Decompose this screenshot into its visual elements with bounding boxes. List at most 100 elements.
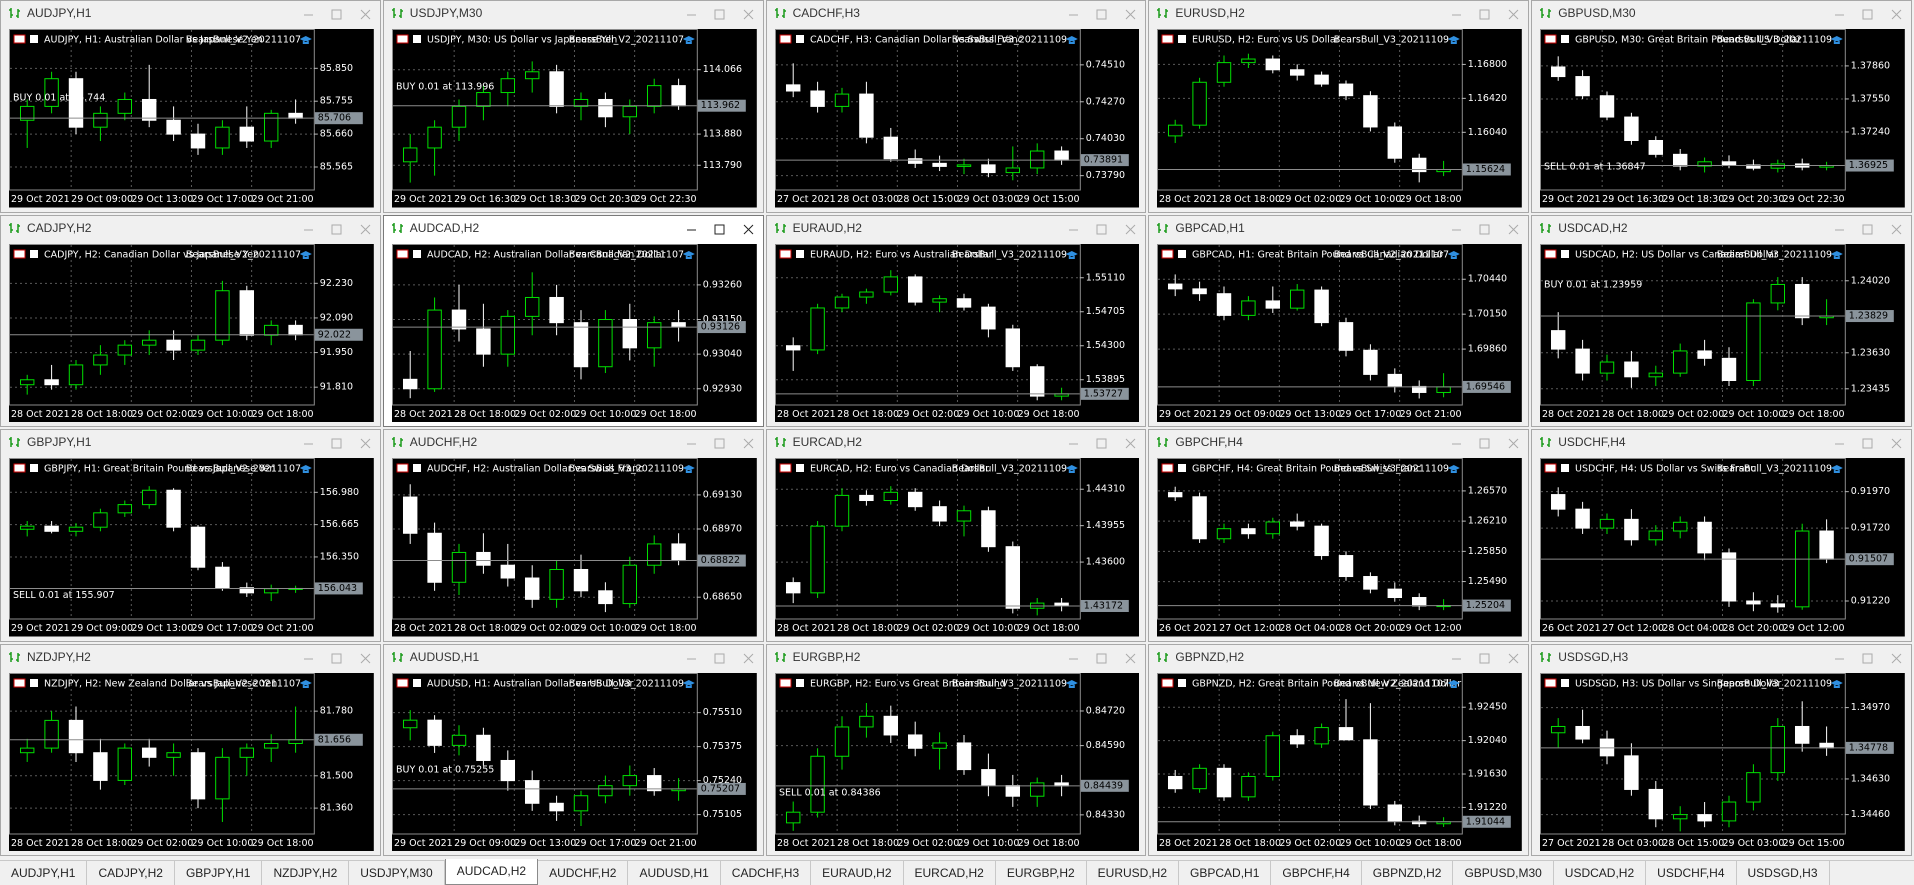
chart-window[interactable]: USDCHF,H4 0.91970 0.91720 0.91220 26 Oct 202… xyxy=(1531,429,1912,642)
window-buttons[interactable] xyxy=(1821,4,1911,24)
window-buttons[interactable] xyxy=(290,433,380,453)
maximize-button[interactable] xyxy=(714,653,725,663)
chart-window[interactable]: USDCAD,H2 1.24020 1.23630 1.23435 28 Oct 202… xyxy=(1531,214,1912,427)
window-buttons[interactable] xyxy=(1821,648,1911,668)
chart-window[interactable]: CADJPY,H2 92.230 92.090 91.950 91.810 28 Oct … xyxy=(0,214,381,427)
close-button[interactable] xyxy=(743,653,753,663)
chart-window[interactable]: NZDJPY,H2 81.780 81.500 81.360 28 Oct 2021 28… xyxy=(0,643,381,856)
maximize-button[interactable] xyxy=(1479,653,1490,663)
maximize-button[interactable] xyxy=(714,9,725,20)
chart-tab[interactable]: GBPCHF,H4 xyxy=(1271,861,1362,885)
chart-window[interactable]: EURGBP,H2 0.84720 0.84590 0.84330 28 Oct 202… xyxy=(765,643,1147,856)
chart-tab[interactable]: CADJPY,H2 xyxy=(87,861,175,885)
chart-tab[interactable]: GBPCAD,H1 xyxy=(1179,861,1272,885)
close-button[interactable] xyxy=(360,9,371,20)
close-button[interactable] xyxy=(1508,224,1519,234)
chart-tab[interactable]: USDSGD,H3 xyxy=(1737,861,1830,885)
maximize-button[interactable] xyxy=(1862,9,1873,20)
close-button[interactable] xyxy=(1508,438,1519,449)
chart-tab[interactable]: EURCAD,H2 xyxy=(904,861,996,885)
close-button[interactable] xyxy=(360,438,371,449)
chart-tab[interactable]: EURGBP,H2 xyxy=(996,861,1087,885)
maximize-button[interactable] xyxy=(331,9,342,20)
chart-window[interactable]: EURUSD,H2 1.16800 1.16420 1.16040 28 Oct 202… xyxy=(1148,0,1530,213)
close-button[interactable] xyxy=(1891,9,1902,20)
chart-tab[interactable]: NZDJPY,H2 xyxy=(262,861,350,885)
chart-window[interactable]: GBPCHF,H4 1.26570 1.26210 1.25850 1.25490 26 … xyxy=(1148,429,1530,642)
window-buttons[interactable] xyxy=(1438,4,1528,24)
close-button[interactable] xyxy=(360,224,371,234)
window-buttons[interactable] xyxy=(673,4,763,24)
maximize-button[interactable] xyxy=(331,438,342,449)
close-button[interactable] xyxy=(743,438,753,449)
close-button[interactable] xyxy=(1891,438,1902,449)
close-button[interactable] xyxy=(1126,224,1136,234)
maximize-button[interactable] xyxy=(1862,653,1873,663)
close-button[interactable] xyxy=(743,9,753,20)
window-buttons[interactable] xyxy=(1055,648,1145,668)
window-buttons[interactable] xyxy=(1055,219,1145,239)
maximize-button[interactable] xyxy=(1096,9,1107,20)
chart-window[interactable]: GBPJPY,H1 156.980 156.665 156.350 29 Oct 202… xyxy=(0,429,381,642)
maximize-button[interactable] xyxy=(1096,653,1107,663)
close-button[interactable] xyxy=(1891,224,1902,234)
chart-window[interactable]: GBPUSD,M30 1.37860 1.37550 1.37240 29 Oct 20… xyxy=(1531,0,1912,213)
chart-window[interactable]: EURCAD,H2 1.44310 1.43955 1.43600 28 Oct 202… xyxy=(765,429,1147,642)
chart-window[interactable]: AUDCAD,H2 0.93260 0.93150 0.93040 0.92930 28 … xyxy=(382,214,764,427)
chart-tab[interactable]: EURAUD,H2 xyxy=(811,861,904,885)
window-buttons[interactable] xyxy=(673,648,763,668)
close-button[interactable] xyxy=(1508,9,1519,20)
chart-window[interactable]: AUDUSD,H1 0.75510 0.75375 0.75240 0.75105 29 … xyxy=(382,643,764,856)
maximize-button[interactable] xyxy=(1096,224,1107,234)
window-buttons[interactable] xyxy=(1821,219,1911,239)
window-buttons[interactable] xyxy=(1055,4,1145,24)
maximize-button[interactable] xyxy=(714,224,725,234)
window-buttons[interactable] xyxy=(673,433,763,453)
chart-tab[interactable]: USDCHF,H4 xyxy=(1646,861,1737,885)
close-button[interactable] xyxy=(1126,9,1136,20)
chart-tab[interactable]: GBPNZD,H2 xyxy=(1362,861,1454,885)
chart-tab[interactable]: AUDJPY,H1 xyxy=(0,861,88,885)
maximize-button[interactable] xyxy=(1479,438,1490,449)
close-button[interactable] xyxy=(1508,653,1519,663)
window-buttons[interactable] xyxy=(1438,219,1528,239)
chart-window[interactable]: EURAUD,H2 1.55110 1.54705 1.54300 1.53895 28 … xyxy=(765,214,1147,427)
chart-tab[interactable]: GBPUSD,M30 xyxy=(1453,861,1554,885)
chart-window[interactable]: USDJPY,M30 114.066 113.880 113.790 29 Oct 20… xyxy=(382,0,764,213)
chart-window[interactable]: CADCHF,H3 0.74510 0.74270 0.74030 0.73790 27 … xyxy=(765,0,1147,213)
close-button[interactable] xyxy=(1126,653,1136,663)
window-buttons[interactable] xyxy=(290,4,380,24)
chart-window[interactable]: GBPNZD,H2 1.92450 1.92040 1.91630 1.91220 28 … xyxy=(1148,643,1530,856)
window-buttons[interactable] xyxy=(1821,433,1911,453)
maximize-button[interactable] xyxy=(1862,438,1873,449)
maximize-button[interactable] xyxy=(1479,224,1490,234)
chart-tab[interactable]: GBPJPY,H1 xyxy=(175,861,263,885)
maximize-button[interactable] xyxy=(331,224,342,234)
close-button[interactable] xyxy=(743,224,753,234)
maximize-button[interactable] xyxy=(714,438,725,449)
maximize-button[interactable] xyxy=(1862,224,1873,234)
chart-window[interactable]: GBPCAD,H1 1.70440 1.70150 1.69860 29 Oct 202… xyxy=(1148,214,1530,427)
window-buttons[interactable] xyxy=(1438,433,1528,453)
chart-window[interactable]: USDSGD,H3 1.34970 1.34630 1.34460 27 Oct 202… xyxy=(1531,643,1912,856)
chart-window[interactable]: AUDCHF,H2 0.69130 0.68970 0.68650 28 Oct 202… xyxy=(382,429,764,642)
close-button[interactable] xyxy=(1891,653,1902,663)
close-button[interactable] xyxy=(360,653,371,663)
chart-tab[interactable]: CADCHF,H3 xyxy=(721,861,812,885)
window-buttons[interactable] xyxy=(290,648,380,668)
maximize-button[interactable] xyxy=(1479,9,1490,20)
window-buttons[interactable] xyxy=(1055,433,1145,453)
maximize-button[interactable] xyxy=(331,653,342,663)
window-buttons[interactable] xyxy=(673,219,763,239)
close-button[interactable] xyxy=(1126,438,1136,449)
chart-tab[interactable]: USDCAD,H2 xyxy=(1554,861,1647,885)
window-buttons[interactable] xyxy=(290,219,380,239)
maximize-button[interactable] xyxy=(1096,438,1107,449)
chart-tab[interactable]: AUDCHF,H2 xyxy=(538,861,629,885)
chart-tab[interactable]: USDJPY,M30 xyxy=(349,861,445,885)
window-buttons[interactable] xyxy=(1438,648,1528,668)
chart-tab[interactable]: AUDCAD,H2 xyxy=(444,859,539,885)
chart-tab[interactable]: EURUSD,H2 xyxy=(1087,861,1180,885)
chart-window[interactable]: AUDJPY,H1 85.850 85.755 85.660 85.565 29 Oct … xyxy=(0,0,381,213)
chart-tab[interactable]: AUDUSD,H1 xyxy=(628,861,721,885)
